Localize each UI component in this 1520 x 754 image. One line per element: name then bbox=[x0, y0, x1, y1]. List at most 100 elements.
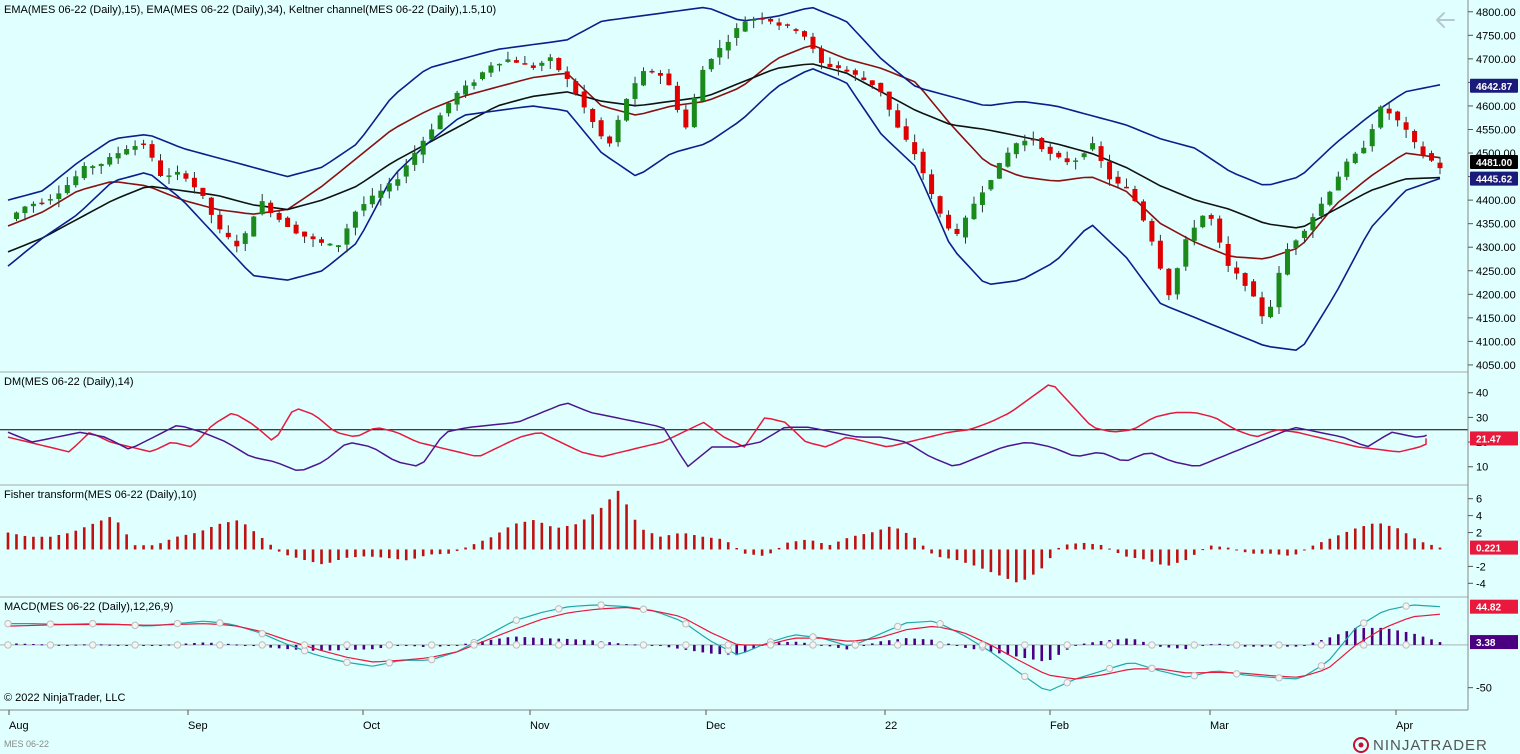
candle-body bbox=[522, 63, 528, 65]
macd-histogram-bar bbox=[532, 637, 535, 645]
macd-histogram-bar bbox=[227, 643, 230, 645]
fisher-bar bbox=[337, 549, 340, 561]
candle-body bbox=[496, 63, 502, 66]
macd-zero-marker bbox=[512, 641, 521, 649]
macd-zero-marker bbox=[936, 641, 944, 649]
macd-histogram-bar bbox=[66, 644, 69, 646]
candle-body bbox=[454, 92, 460, 105]
fisher-bar bbox=[396, 549, 400, 560]
macd-histogram-bar bbox=[743, 644, 747, 653]
fisher-bar bbox=[565, 525, 569, 550]
macd-histogram-bar bbox=[1413, 633, 1416, 645]
macd-histogram-bar bbox=[752, 644, 755, 649]
macd-zero-marker bbox=[1275, 641, 1283, 649]
x-axis-label: Oct bbox=[363, 720, 380, 732]
fisher-bar bbox=[650, 533, 654, 550]
candle-body bbox=[200, 187, 206, 196]
fisher-bar bbox=[726, 542, 730, 550]
fisher-bar bbox=[1125, 549, 1128, 557]
fisher-axis-label: 6 bbox=[1476, 494, 1482, 506]
candle-body bbox=[641, 71, 647, 86]
macd-histogram-bar bbox=[286, 644, 289, 650]
candle-body bbox=[1056, 152, 1062, 158]
candle-body bbox=[1174, 268, 1180, 295]
fisher-bar bbox=[913, 537, 916, 550]
macd-histogram-bar bbox=[159, 644, 162, 646]
candle-body bbox=[141, 143, 147, 146]
macd-marker bbox=[597, 601, 605, 609]
macd-marker bbox=[1360, 619, 1368, 627]
fisher-bar bbox=[1337, 535, 1340, 550]
price-axis-label: 4100.00 bbox=[1476, 336, 1516, 348]
macd-marker bbox=[1402, 602, 1410, 610]
macd-histogram-bar bbox=[1031, 644, 1035, 660]
price-axis-label: 4400.00 bbox=[1476, 195, 1516, 207]
macd-histogram-bar bbox=[1269, 644, 1272, 647]
fisher-bar bbox=[862, 534, 866, 550]
fisher-bar bbox=[210, 526, 213, 550]
macd-histogram-bar bbox=[879, 641, 883, 645]
macd-zero-marker bbox=[1190, 641, 1198, 649]
candle-body bbox=[191, 177, 197, 188]
fisher-bar bbox=[498, 532, 501, 550]
fisher-bar bbox=[57, 535, 61, 550]
candle-body bbox=[378, 190, 384, 198]
candle-body bbox=[183, 173, 189, 179]
candle-body bbox=[827, 63, 833, 67]
fisher-bar bbox=[1142, 549, 1145, 560]
candle-body bbox=[1157, 240, 1163, 269]
candle-body bbox=[1327, 191, 1333, 205]
candle-body bbox=[725, 41, 731, 51]
fisher-bar bbox=[752, 549, 755, 555]
candle-body bbox=[446, 102, 452, 114]
fisher-bar bbox=[955, 549, 959, 561]
macd-histogram-bar bbox=[1430, 639, 1433, 645]
fisher-bar bbox=[227, 522, 230, 550]
dm-axis-label: 30 bbox=[1476, 412, 1488, 424]
x-axis-label: Feb bbox=[1050, 720, 1069, 732]
fisher-axis-label: 4 bbox=[1476, 511, 1482, 523]
macd-histogram-bar bbox=[413, 644, 417, 647]
macd-histogram-bar bbox=[523, 637, 527, 645]
candle-body bbox=[573, 81, 579, 95]
macd-histogram-bar bbox=[625, 644, 628, 646]
macd-histogram-bar bbox=[1015, 644, 1018, 657]
candle-body bbox=[1403, 122, 1409, 130]
price-axis-label: 4200.00 bbox=[1476, 289, 1516, 301]
candle-body bbox=[488, 65, 494, 73]
macd-zero-marker bbox=[1232, 641, 1241, 649]
fisher-bar bbox=[201, 530, 205, 550]
macd-histogram-bar bbox=[1379, 627, 1382, 645]
macd-histogram-bar bbox=[548, 638, 552, 645]
candle-body bbox=[1030, 138, 1036, 141]
fisher-bar bbox=[854, 535, 857, 550]
candle-body bbox=[412, 152, 418, 165]
candle-body bbox=[90, 166, 96, 169]
back-arrow-icon[interactable] bbox=[1436, 12, 1455, 28]
candle-body bbox=[776, 22, 782, 26]
price-panel: EMA(MES 06-22 (Daily),15), EMA(MES 06-22… bbox=[4, 4, 1443, 352]
fisher-bar bbox=[252, 531, 256, 550]
fisher-bar bbox=[887, 526, 891, 550]
candle-body bbox=[996, 163, 1002, 179]
candle-body bbox=[979, 192, 985, 205]
candle-body bbox=[285, 217, 291, 228]
fisher-bar bbox=[320, 549, 323, 565]
fisher-bar bbox=[777, 547, 781, 550]
fisher-bar bbox=[311, 549, 315, 563]
macd-histogram-bar bbox=[930, 639, 933, 645]
candle-body bbox=[1208, 215, 1214, 219]
macd-histogram-bar bbox=[243, 644, 247, 646]
candle-body bbox=[1013, 143, 1019, 155]
fisher-bar bbox=[599, 507, 603, 550]
logo-text: NINJATRADER bbox=[1373, 737, 1488, 754]
fisher-bar bbox=[159, 543, 162, 550]
macd-histogram-bar bbox=[964, 644, 967, 648]
price-marker-label: 4642.87 bbox=[1476, 82, 1513, 93]
fisher-bar bbox=[642, 529, 645, 550]
macd-marker bbox=[4, 619, 12, 628]
macd-zero-marker bbox=[470, 641, 478, 649]
macd-zero-marker bbox=[173, 641, 182, 649]
candle-body bbox=[1200, 215, 1206, 228]
candle-body bbox=[480, 72, 486, 79]
